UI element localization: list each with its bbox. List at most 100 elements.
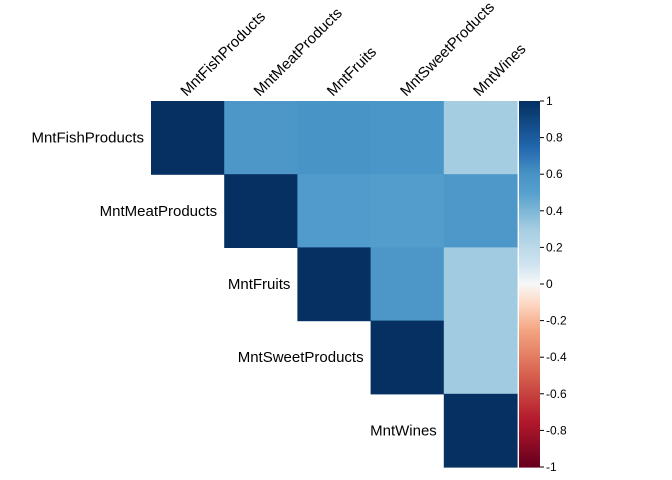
colorbar-segment	[519, 375, 540, 378]
colorbar-segment	[519, 296, 540, 300]
row-label-MntMeatProducts: MntMeatProducts	[100, 203, 218, 220]
colorbar-segment	[519, 284, 540, 287]
colorbar-segment	[519, 424, 540, 428]
row-label-MntSweetProducts: MntSweetProducts	[238, 349, 364, 366]
colorbar-segment	[519, 225, 540, 228]
column-label-MntFruits: MntFruits	[324, 44, 380, 100]
colorbar-segment	[519, 126, 540, 130]
colorbar-segment	[519, 382, 540, 386]
colorbar-segment	[519, 318, 540, 322]
colorbar-segment	[519, 287, 540, 291]
colorbar-segment	[519, 377, 540, 380]
colorbar-segment	[519, 143, 540, 146]
colorbar-segment	[519, 221, 540, 225]
colorbar-segment	[519, 155, 540, 159]
colorbar-segment	[519, 371, 540, 375]
colorbar-segment	[519, 357, 540, 360]
colorbar-segment	[519, 252, 540, 256]
colorbar-segment	[519, 115, 540, 119]
colorbar-segment	[519, 190, 540, 194]
colorbar-segment	[519, 329, 540, 333]
colorbar-segment	[519, 441, 540, 444]
colorbar-segment	[519, 262, 540, 265]
colorbar-segment	[519, 335, 540, 338]
colorbar-segment	[519, 337, 540, 340]
colorbar-segment	[519, 364, 540, 367]
colorbar-tick-label: 0	[546, 277, 553, 291]
colorbar-segment	[519, 360, 540, 364]
colorbar-segment	[519, 111, 540, 115]
colorbar-segment	[519, 353, 540, 356]
colorbar-segment	[519, 229, 540, 232]
colorbar-segment	[519, 240, 540, 243]
colorbar-segment	[519, 208, 540, 212]
colorbar-segment	[519, 256, 540, 259]
colorbar-segment	[519, 194, 540, 197]
colorbar-segment	[519, 150, 540, 153]
colorbar-segment	[519, 174, 540, 177]
colorbar-segment	[519, 304, 540, 307]
heatmap-cell-MntFruits-MntSweetProducts	[370, 247, 445, 322]
colorbar-segment	[519, 391, 540, 395]
colorbar-segment	[519, 234, 540, 238]
colorbar-tick-label: -0.4	[546, 350, 567, 364]
colorbar-segment	[519, 227, 540, 230]
heatmap-cell-MntFruits-MntFruits	[297, 247, 372, 322]
colorbar-segment	[519, 430, 540, 433]
colorbar-segment	[519, 280, 540, 283]
colorbar-segment	[519, 139, 540, 142]
colorbar-segment	[519, 390, 540, 393]
colorbar-segment	[519, 456, 540, 459]
colorbar-segment	[519, 159, 540, 162]
colorbar-segment	[519, 192, 540, 195]
colorbar-segment	[519, 326, 540, 329]
colorbar-segment	[519, 459, 540, 463]
colorbar-segment	[519, 333, 540, 336]
colorbar-segment	[519, 205, 540, 208]
colorbar-segment	[519, 251, 540, 254]
colorbar-segment	[519, 278, 540, 281]
colorbar-segment	[519, 157, 540, 161]
colorbar-segment	[519, 137, 540, 141]
colorbar-segment	[519, 207, 540, 210]
heatmap-cell-MntSweetProducts-MntSweetProducts	[370, 320, 445, 395]
colorbar-segment	[519, 166, 540, 170]
colorbar-segment	[519, 265, 540, 269]
colorbar-segment	[519, 307, 540, 311]
colorbar-segment	[519, 428, 540, 431]
colorbar-segment	[519, 448, 540, 452]
colorbar-segment	[519, 258, 540, 261]
colorbar-segment	[519, 183, 540, 186]
colorbar-segment	[519, 104, 540, 108]
colorbar-segment	[519, 386, 540, 389]
heatmap-cell-MntSweetProducts-MntWines	[443, 320, 518, 395]
colorbar-segment	[519, 346, 540, 349]
colorbar-segment	[519, 273, 540, 276]
colorbar-segment	[519, 141, 540, 144]
colorbar-segment	[519, 322, 540, 325]
heatmap-cell-MntFishProducts-MntFruits	[297, 101, 372, 175]
colorbar-segment	[519, 172, 540, 175]
colorbar-segment	[519, 135, 540, 139]
colorbar-segment	[519, 161, 540, 164]
colorbar-tick-label: -0.6	[546, 387, 567, 401]
colorbar-segment	[519, 397, 540, 400]
colorbar-segment	[519, 282, 540, 285]
colorbar-segment	[519, 355, 540, 358]
colorbar-segment	[519, 267, 540, 270]
colorbar-tick-label: 0.8	[546, 131, 563, 145]
colorbar-segment	[519, 412, 540, 415]
colorbar-segment	[519, 421, 540, 424]
colorbar-segment	[519, 196, 540, 199]
heatmap-cell-MntMeatProducts-MntWines	[443, 174, 518, 248]
colorbar-segment	[519, 408, 540, 411]
colorbar-segment	[519, 165, 540, 168]
column-label-MntWines: MntWines	[470, 41, 529, 100]
colorbar-segment	[519, 349, 540, 353]
colorbar-segment	[519, 128, 540, 131]
colorbar-segment	[519, 435, 540, 439]
colorbar-segment	[519, 370, 540, 373]
colorbar-segment	[519, 210, 540, 214]
